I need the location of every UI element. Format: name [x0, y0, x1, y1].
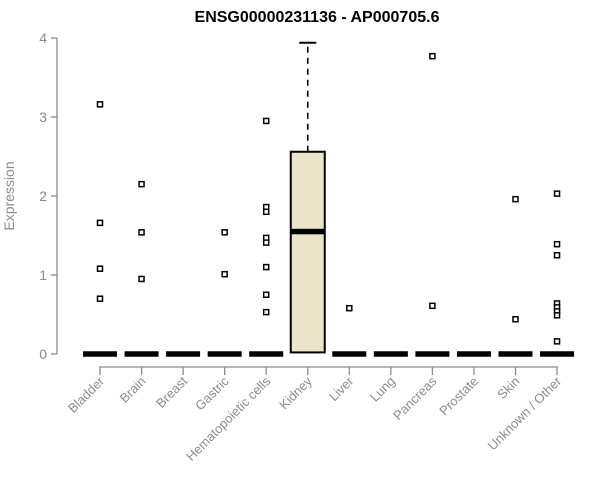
- category-label: Brain: [117, 374, 149, 406]
- outlier-point: [553, 240, 561, 248]
- category-label: Liver: [326, 373, 357, 404]
- zero-median-bar: [540, 351, 575, 357]
- category-label: Lung: [367, 374, 398, 405]
- outlier-point: [262, 117, 270, 125]
- outlier-point: [262, 308, 270, 316]
- outlier-point: [96, 101, 104, 108]
- median-line: [290, 228, 325, 235]
- category-label: Unknown / Other: [485, 373, 565, 453]
- outlier-point: [262, 208, 270, 216]
- zero-median-bar: [332, 351, 367, 357]
- y-tick-label: 0: [39, 346, 47, 362]
- zero-median-bar: [498, 351, 533, 357]
- outlier-point: [138, 180, 145, 188]
- outlier-point: [512, 315, 519, 323]
- category-label: Pancreas: [390, 373, 440, 423]
- outlier-point: [262, 263, 270, 271]
- category-label: Breast: [153, 373, 190, 410]
- outlier-point: [221, 229, 228, 236]
- zero-median-bar: [166, 351, 201, 357]
- series-layer: [83, 41, 575, 357]
- category-label: Kidney: [276, 373, 315, 412]
- category-label: Gastric: [192, 373, 232, 413]
- y-tick-label: 4: [39, 30, 47, 46]
- outlier-point: [138, 229, 145, 236]
- chart-title: ENSG00000231136 - AP000705.6: [195, 9, 440, 26]
- zero-median-bar: [373, 351, 408, 357]
- outlier-point: [553, 312, 561, 319]
- zero-median-bar: [456, 351, 491, 357]
- y-tick-label: 2: [39, 188, 47, 204]
- y-axis-title: Expression: [1, 161, 17, 230]
- outlier-point: [553, 252, 561, 259]
- outlier-point: [346, 304, 353, 312]
- zero-median-bar: [415, 351, 450, 357]
- category-label: Skin: [494, 374, 522, 402]
- outlier-point: [553, 190, 561, 197]
- outlier-point: [512, 195, 519, 203]
- y-tick-label: 1: [39, 267, 47, 283]
- zero-median-bar: [207, 351, 242, 357]
- category-label: Bladder: [65, 373, 108, 416]
- outlier-point: [138, 275, 145, 283]
- category-label: Prostate: [436, 374, 481, 419]
- outlier-point: [262, 291, 270, 298]
- outlier-point: [96, 295, 104, 302]
- outlier-point: [553, 338, 561, 345]
- outlier-point: [429, 302, 436, 310]
- zero-median-bar: [249, 351, 284, 357]
- outlier-point: [429, 52, 436, 60]
- y-tick-label: 3: [39, 109, 47, 125]
- outlier-point: [262, 239, 270, 246]
- outlier-point: [96, 219, 104, 227]
- y-axis: 0 1 2 3 4: [39, 30, 58, 362]
- box: [289, 150, 326, 354]
- zero-median-bar: [83, 351, 117, 357]
- zero-median-bar: [124, 351, 159, 357]
- outlier-point: [96, 265, 104, 272]
- outlier-point: [221, 270, 228, 278]
